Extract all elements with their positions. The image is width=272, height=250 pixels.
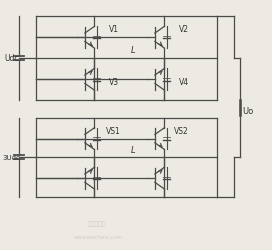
Text: VS2: VS2 bbox=[174, 127, 188, 136]
Text: Udc: Udc bbox=[4, 54, 18, 63]
Text: L: L bbox=[131, 146, 135, 156]
Text: VS1: VS1 bbox=[106, 127, 121, 136]
Text: V2: V2 bbox=[179, 25, 189, 34]
Text: www.elecfans.com: www.elecfans.com bbox=[74, 235, 123, 240]
Text: V1: V1 bbox=[109, 25, 119, 34]
Text: 3Udc: 3Udc bbox=[3, 154, 21, 160]
Text: V4: V4 bbox=[179, 78, 189, 88]
Text: L: L bbox=[131, 46, 135, 55]
Text: 电子发烧友: 电子发烧友 bbox=[88, 222, 106, 227]
Text: Uo: Uo bbox=[242, 107, 254, 116]
Text: V3: V3 bbox=[109, 78, 119, 88]
